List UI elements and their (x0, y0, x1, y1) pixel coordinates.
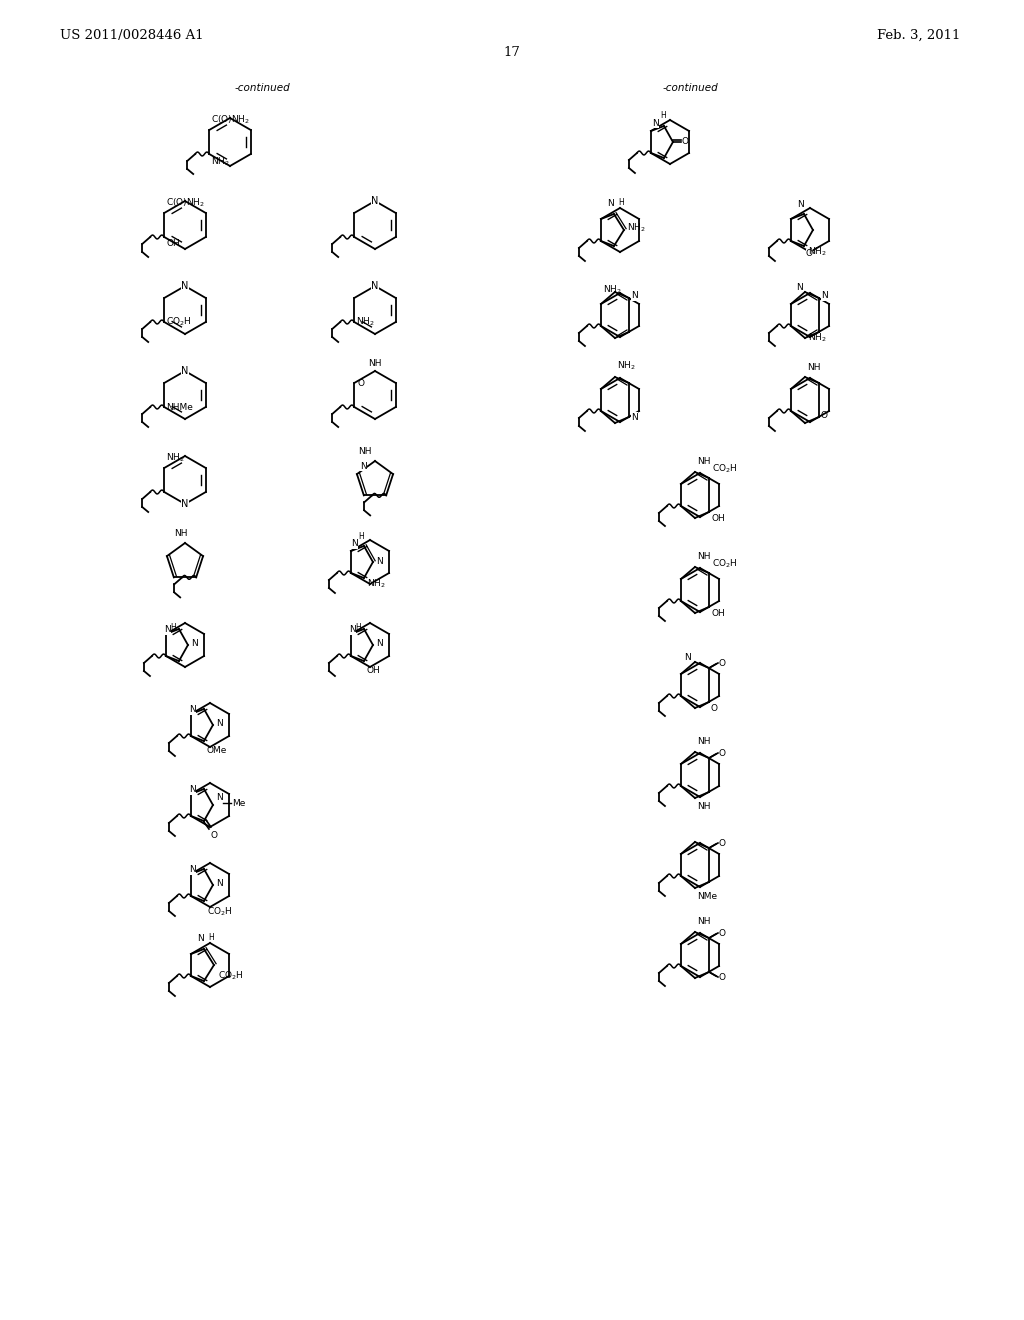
Text: CO$_2$H: CO$_2$H (712, 557, 737, 570)
Text: CO$_2$H: CO$_2$H (207, 906, 232, 919)
Text: US 2011/0028446 A1: US 2011/0028446 A1 (60, 29, 204, 41)
Text: NH: NH (358, 447, 372, 455)
Text: N: N (164, 626, 171, 635)
Text: O: O (357, 379, 365, 388)
Text: NH: NH (697, 737, 711, 746)
Text: N: N (181, 366, 188, 376)
Text: O: O (719, 928, 726, 937)
Text: CO$_2$H: CO$_2$H (218, 970, 244, 982)
Text: N: N (821, 292, 827, 301)
Text: Me: Me (232, 799, 246, 808)
Text: N: N (216, 793, 222, 803)
Text: N: N (684, 653, 691, 663)
Text: OMe: OMe (207, 746, 227, 755)
Text: NH: NH (807, 363, 820, 372)
Text: NH$_2$: NH$_2$ (627, 222, 645, 234)
Text: N: N (198, 935, 205, 942)
Text: CO$_2$H: CO$_2$H (712, 462, 737, 475)
Text: 17: 17 (504, 45, 520, 58)
Text: O: O (211, 832, 218, 840)
Text: NH: NH (174, 529, 187, 539)
Text: O: O (719, 838, 726, 847)
Text: O: O (719, 748, 726, 758)
Text: N: N (189, 785, 196, 795)
Text: N: N (372, 195, 379, 206)
Text: NH$_2$: NH$_2$ (616, 359, 636, 372)
Text: N: N (190, 639, 198, 648)
Text: NH$_2$: NH$_2$ (356, 315, 375, 329)
Text: O: O (711, 704, 718, 713)
Text: H: H (358, 532, 364, 541)
Text: NH$_2$: NH$_2$ (808, 331, 827, 343)
Text: NH: NH (697, 552, 711, 561)
Text: O: O (821, 411, 828, 420)
Text: N: N (351, 540, 358, 549)
Text: H: H (170, 623, 176, 631)
Text: NH: NH (697, 917, 711, 927)
Text: N: N (372, 281, 379, 290)
Text: -continued: -continued (663, 83, 718, 92)
Text: NMe: NMe (697, 892, 717, 902)
Text: Feb. 3, 2011: Feb. 3, 2011 (877, 29, 961, 41)
Text: N: N (349, 626, 356, 635)
Text: OH: OH (712, 609, 726, 618)
Text: N: N (216, 718, 222, 727)
Text: NH$_2$: NH$_2$ (603, 284, 622, 296)
Text: OH: OH (166, 239, 180, 248)
Text: N: N (216, 879, 222, 887)
Text: NH: NH (697, 803, 711, 810)
Text: N: N (376, 557, 383, 566)
Text: O: O (806, 249, 813, 257)
Text: NH: NH (369, 359, 382, 368)
Text: H: H (208, 933, 214, 942)
Text: OH: OH (367, 667, 381, 675)
Text: H: H (355, 623, 360, 631)
Text: N: N (189, 705, 196, 714)
Text: H: H (617, 198, 624, 207)
Text: N: N (181, 499, 188, 510)
Text: N: N (652, 119, 659, 128)
Text: N: N (359, 462, 367, 471)
Text: NH: NH (697, 457, 711, 466)
Text: C(O)NH$_2$: C(O)NH$_2$ (166, 197, 205, 209)
Text: NHMe: NHMe (166, 403, 194, 412)
Text: OH: OH (712, 513, 726, 523)
Text: O: O (682, 137, 689, 147)
Text: N: N (798, 201, 804, 209)
Text: N: N (376, 639, 383, 648)
Text: O: O (719, 659, 726, 668)
Text: NH$_2$: NH$_2$ (808, 246, 827, 259)
Text: NH$_2$: NH$_2$ (211, 156, 229, 169)
Text: C(O)NH$_2$: C(O)NH$_2$ (211, 114, 250, 125)
Text: N: N (797, 282, 803, 292)
Text: O: O (719, 973, 726, 982)
Text: N: N (607, 199, 614, 209)
Text: NH$_2$: NH$_2$ (166, 451, 185, 465)
Text: N: N (181, 281, 188, 290)
Text: NH$_2$: NH$_2$ (368, 578, 386, 590)
Text: N: N (631, 292, 638, 301)
Text: -continued: -continued (234, 83, 290, 92)
Text: N: N (189, 866, 196, 874)
Text: N: N (631, 412, 638, 421)
Text: H: H (660, 111, 666, 120)
Text: CO$_2$H: CO$_2$H (166, 315, 191, 329)
